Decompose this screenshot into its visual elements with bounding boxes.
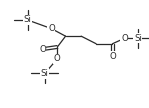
Text: O: O bbox=[54, 54, 61, 63]
Text: O: O bbox=[48, 24, 55, 33]
Text: Si: Si bbox=[41, 69, 49, 78]
Text: Si: Si bbox=[134, 34, 142, 43]
Text: Si: Si bbox=[24, 15, 31, 25]
Text: O: O bbox=[121, 34, 128, 43]
Text: O: O bbox=[39, 45, 46, 54]
Text: O: O bbox=[109, 52, 116, 61]
